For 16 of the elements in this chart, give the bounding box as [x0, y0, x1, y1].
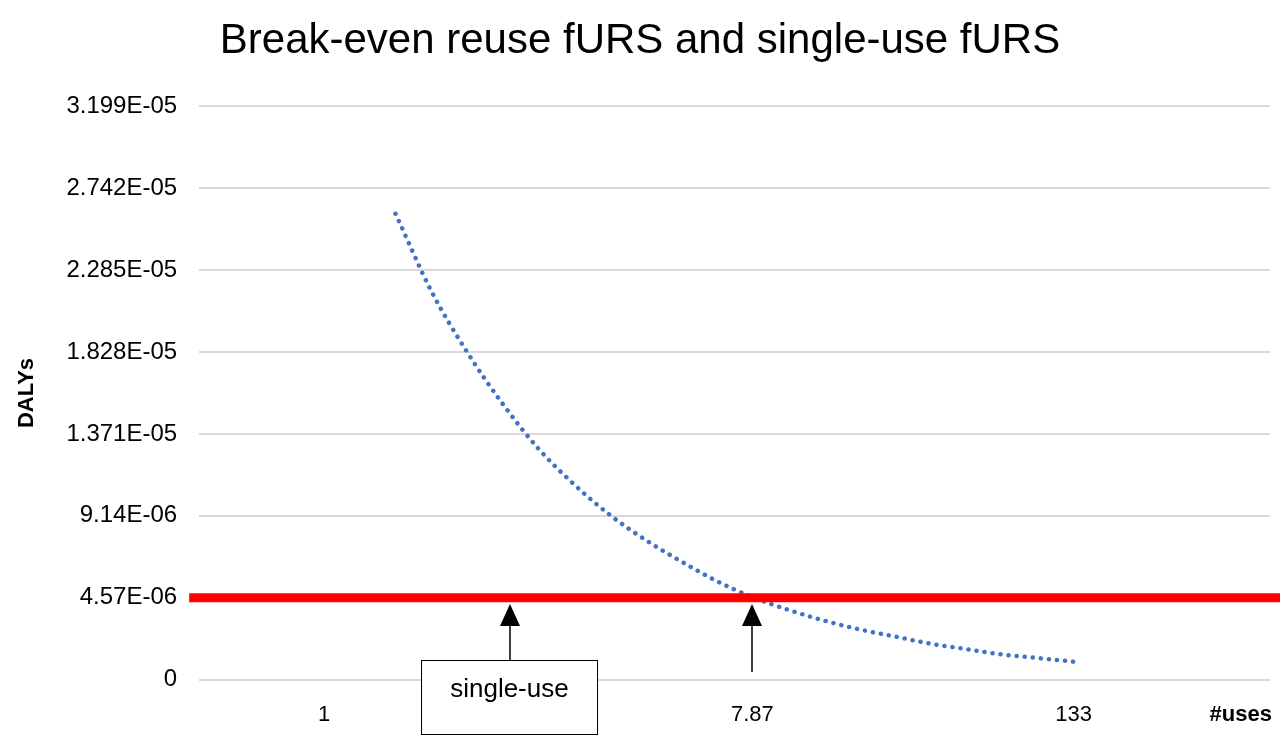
- x-tick-label: 133: [1055, 700, 1093, 726]
- y-tick-label: 1.828E-05: [66, 336, 178, 364]
- x-axis-title: #uses: [1209, 700, 1272, 726]
- annotation: single-use: [421, 659, 598, 735]
- line-series: [393, 211, 1076, 664]
- y-tick-label: 2.742E-05: [66, 172, 178, 200]
- chart-title: Break-even reuse fURS and single-use fURS: [219, 14, 1061, 62]
- y-tick-label: 3.199E-05: [66, 91, 178, 119]
- y-tick-label: 9.14E-06: [79, 500, 178, 528]
- x-tick-label: 1: [317, 700, 331, 726]
- y-tick-label: 0: [163, 664, 178, 692]
- y-tick-label: 1.371E-05: [66, 418, 178, 446]
- x-tick-label: 7.87: [731, 700, 774, 726]
- y-tick-label: 2.285E-05: [66, 254, 178, 282]
- y-tick-label: 4.57E-06: [79, 582, 178, 610]
- y-axis-title: DALYs: [13, 357, 39, 429]
